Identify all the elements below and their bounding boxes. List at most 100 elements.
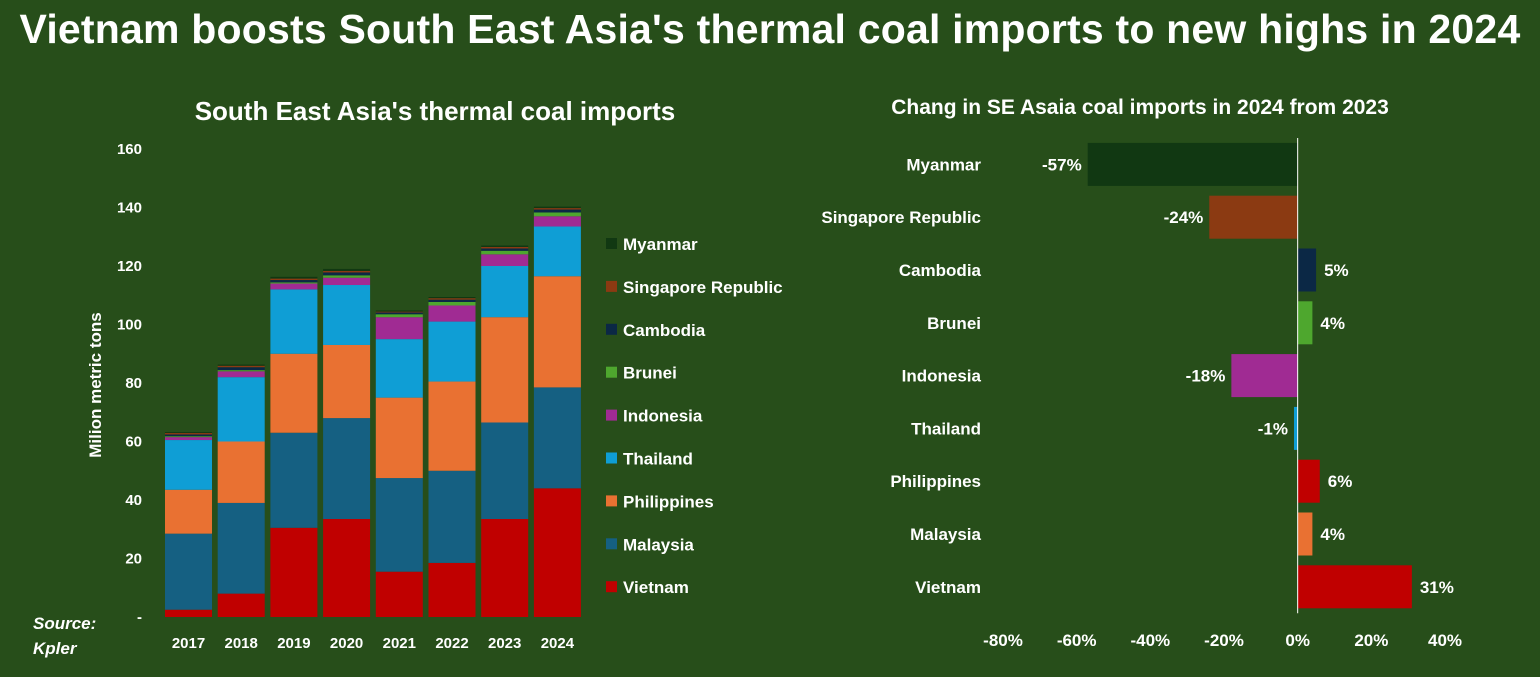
chart-title: South East Asia's thermal coal imports (195, 96, 676, 126)
bar-segment-vietnam-2022 (428, 562, 476, 617)
bar-segment-philippines-2021 (375, 397, 423, 479)
category-label: Singapore Republic (821, 208, 981, 227)
bar-segment-myanmar-2022 (428, 297, 476, 299)
x-tick-label: -60% (1057, 631, 1097, 650)
y-tick-label: 120 (117, 258, 142, 275)
category-label: Thailand (911, 419, 981, 438)
bar-segment-singapore-republic-2018 (217, 365, 265, 368)
change-bar-malaysia (1297, 512, 1313, 556)
legend-entry: Vietnam (623, 578, 689, 597)
bar-segment-malaysia-2023 (481, 422, 529, 520)
y-tick-label: 40 (125, 492, 142, 509)
bar-segment-thailand-2023 (481, 266, 529, 318)
change-bar-singapore-republic (1209, 195, 1298, 239)
bar-segment-brunei-2018 (217, 370, 265, 372)
y-tick-label: 60 (125, 434, 142, 451)
bar-segment-vietnam-2017 (165, 609, 212, 617)
bar-segment-indonesia-2024 (533, 216, 581, 227)
bar-segment-singapore-republic-2021 (375, 311, 423, 313)
bar-segment-malaysia-2020 (323, 418, 371, 520)
bar-segment-cambodia-2020 (323, 272, 371, 276)
y-tick-label: 140 (117, 200, 142, 217)
bar-segment-vietnam-2023 (481, 519, 529, 617)
x-tick-label: 2022 (435, 635, 468, 652)
bar-segment-myanmar-2018 (217, 364, 265, 366)
data-label: -57% (1042, 155, 1082, 174)
bar-segment-cambodia-2018 (217, 367, 265, 371)
x-tick-label: 2021 (383, 635, 416, 652)
data-label: 4% (1320, 314, 1345, 333)
y-axis-label: Milion metric tons (86, 312, 105, 457)
bar-segment-singapore-republic-2020 (323, 270, 371, 273)
bar-segment-philippines-2019 (270, 353, 318, 433)
change-bar-indonesia (1231, 354, 1298, 398)
bar-segment-indonesia-2023 (481, 254, 529, 266)
x-tick-label: 0% (1285, 631, 1310, 650)
y-tick-label: 20 (125, 551, 142, 568)
bar-segment-indonesia-2020 (323, 277, 371, 286)
bar-segment-indonesia-2019 (270, 283, 318, 290)
legend-entry: Myanmar (623, 235, 698, 254)
x-axis-ticks-change: -80% -60% -40% -20% 0% 20% 40% (983, 631, 1462, 650)
category-label: Vietnam (915, 578, 981, 597)
bar-segment-vietnam-2018 (217, 593, 265, 617)
bar-segment-cambodia-2022 (428, 299, 476, 302)
bar-segment-malaysia-2017 (165, 533, 212, 610)
legend-swatch (606, 366, 617, 378)
legend-swatch (606, 409, 617, 421)
bar-segment-malaysia-2018 (217, 502, 265, 594)
change-bar-brunei (1297, 301, 1313, 345)
bar-segment-philippines-2024 (533, 276, 581, 388)
bar-segment-philippines-2023 (481, 317, 529, 423)
category-label: Indonesia (902, 367, 982, 386)
legend-entry: Brunei (623, 364, 677, 383)
legend-entry: Cambodia (623, 321, 706, 340)
data-label: 31% (1420, 578, 1454, 597)
bar-segment-philippines-2018 (217, 441, 265, 503)
bar-segment-thailand-2021 (375, 339, 423, 398)
bar-segment-myanmar-2024 (533, 206, 581, 209)
bar-segment-brunei-2020 (323, 275, 371, 278)
category-labels: Myanmar Singapore Republic Cambodia Brunei I… (821, 155, 981, 596)
stacked-bar-chart: South East Asia's thermal coal imports M… (86, 96, 783, 652)
bar-segment-cambodia-2023 (481, 248, 529, 251)
x-tick-label: 2020 (330, 635, 363, 652)
legend-entry: Malaysia (623, 535, 694, 554)
legend-swatch (606, 495, 617, 507)
bar-segment-brunei-2024 (533, 212, 581, 217)
bar-segment-brunei-2017 (165, 436, 212, 438)
y-axis-ticks: - 20 40 60 80 100 120 140 160 (117, 141, 142, 626)
bar-segment-vietnam-2019 (270, 527, 318, 617)
bar-segment-myanmar-2020 (323, 268, 371, 271)
category-label: Brunei (927, 314, 981, 333)
legend-entry: Singapore Republic (623, 278, 783, 297)
y-tick-label: 100 (117, 317, 142, 334)
legend-swatch (606, 323, 617, 335)
category-label: Myanmar (906, 155, 981, 174)
bar-segment-cambodia-2021 (375, 312, 423, 315)
x-axis-ticks: 2017 2018 2019 2020 2021 2022 2023 2024 (172, 635, 575, 652)
data-label: -1% (1258, 419, 1288, 438)
bar-segment-thailand-2024 (533, 226, 581, 277)
legend: Myanmar Singapore Republic Cambodia Brunei I… (606, 235, 783, 597)
change-bar-cambodia (1297, 248, 1317, 292)
x-tick-label: 2019 (277, 635, 310, 652)
x-tick-label: 2024 (541, 635, 575, 652)
bar-stacks (165, 206, 581, 617)
bar-segment-brunei-2019 (270, 282, 318, 284)
legend-swatch (606, 581, 617, 593)
category-label: Cambodia (899, 261, 982, 280)
data-label: 5% (1324, 261, 1349, 280)
bar-segment-philippines-2020 (323, 344, 371, 419)
bar-segment-philippines-2022 (428, 381, 476, 471)
legend-entry: Thailand (623, 450, 693, 469)
change-bar-myanmar (1087, 142, 1298, 186)
bar-segment-thailand-2018 (217, 377, 265, 442)
legend-entry: Indonesia (623, 407, 703, 426)
change-bar-philippines (1297, 459, 1320, 503)
y-tick-label: 160 (117, 141, 142, 158)
x-tick-label: 2023 (488, 635, 521, 652)
bar-segment-singapore-republic-2023 (481, 246, 529, 249)
bar-segment-brunei-2022 (428, 301, 476, 306)
data-label: -18% (1186, 367, 1226, 386)
